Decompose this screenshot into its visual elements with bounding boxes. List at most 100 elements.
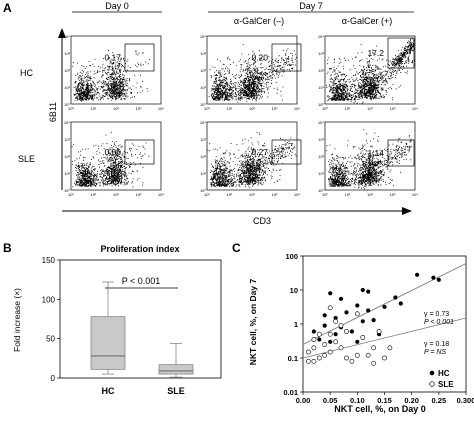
flow-y-tick: 10³: [200, 137, 206, 142]
y-tick-label: 1: [294, 320, 298, 329]
row-label-hc: HC: [20, 68, 33, 78]
point-hc: [328, 339, 333, 344]
nkt-gate: [124, 139, 155, 165]
flow-y-tick: 10¹: [64, 171, 70, 176]
flow-y-tick: 10³: [200, 51, 206, 56]
flow-events: [71, 131, 150, 188]
flow-y-tick: 10¹: [200, 85, 206, 90]
flow-x-tick: 10²: [249, 192, 255, 197]
flow-x-tick: 10²: [249, 106, 255, 111]
point-sle: [305, 358, 311, 364]
point-hc: [355, 339, 360, 344]
point-sle: [322, 352, 328, 358]
flow-x-tick: 10³: [390, 192, 396, 197]
flow-events: [326, 37, 416, 105]
x-tick-label: 0.15: [377, 396, 392, 405]
box-sle: [158, 342, 194, 378]
box-iqr: [158, 364, 194, 375]
flow-x-tick: 10¹: [91, 106, 97, 111]
hc-p: P < 0.001: [424, 319, 454, 326]
point-sle: [354, 311, 360, 317]
fit-line-hc: [302, 263, 467, 345]
flow-x-tick: 10⁴: [294, 106, 300, 111]
point-sle: [344, 329, 349, 334]
flow-x-tick: 10¹: [227, 106, 233, 111]
point-sle: [311, 337, 317, 342]
gate-percent: 0.06: [104, 147, 121, 157]
legend-hc-label: HC: [438, 369, 450, 378]
panel-a: A Day 0 Day 7 α-GalCer (–) α-GalCer (+) …: [3, 1, 418, 226]
point-hc: [366, 308, 371, 313]
flow-y-tick: 10¹: [64, 85, 70, 90]
flow-y-tick: 10⁴: [200, 120, 206, 125]
gate-percent: 0.20: [251, 53, 268, 63]
hc-gamma: γ = 0.73: [424, 311, 449, 318]
flow-events: [326, 129, 412, 190]
panel-b-title: Proliferation index: [100, 244, 179, 254]
flow-x-tick: 10¹: [91, 192, 97, 197]
flow-y-tick: 10⁰: [200, 102, 206, 107]
box-iqr: [90, 316, 126, 370]
flow-x-tick: 10⁰: [68, 106, 74, 111]
point-sle: [316, 355, 322, 361]
flow-x-tick: 10³: [136, 106, 142, 111]
flow-y-tick: 10⁴: [64, 120, 70, 125]
x-tick-label: 0.05: [323, 396, 338, 405]
flow-y-tick: 10⁴: [318, 120, 324, 125]
flow-y-tick: 10²: [318, 68, 324, 73]
panel-c-ticks: 0.00 0.05 0.10 0.15 0.20 0.25 0.300 0.01 0.1 1 10 1…: [283, 252, 474, 405]
flow-x-tick: 10²: [367, 106, 373, 111]
flow-x-tick: 10³: [272, 192, 278, 197]
point-sle: [338, 323, 344, 328]
point-sle: [371, 360, 376, 366]
day7-header: Day 7: [299, 1, 323, 11]
x-tick-label: 0.20: [404, 396, 419, 405]
flow-x-tick: 10⁴: [158, 106, 164, 111]
flow-x-tick: 10⁴: [158, 192, 164, 197]
point-sle: [305, 349, 311, 355]
panel-b-y-ticks: 0 50 100 150: [42, 256, 60, 383]
point-sle: [360, 335, 366, 340]
point-sle: [387, 345, 393, 351]
point-hc: [366, 289, 371, 294]
flow-events: [72, 50, 150, 102]
panel-a-label: A: [3, 1, 12, 15]
panel-b-boxes: [90, 281, 194, 378]
category-sle: SLE: [167, 386, 185, 396]
x-axis-arrowhead: [402, 207, 412, 215]
point-sle: [365, 352, 371, 358]
x-tick-label: 0.25: [432, 396, 447, 405]
panel-b-label: B: [3, 241, 12, 255]
gate-percent: 17.2: [367, 48, 384, 58]
x-axis-label-cd3: CD3: [253, 216, 271, 226]
flow-x-tick: 10⁰: [204, 192, 210, 197]
category-hc: HC: [102, 386, 115, 396]
flow-y-tick: 10⁰: [64, 188, 70, 193]
point-sle: [349, 358, 355, 364]
panel-c-label: C: [232, 241, 241, 255]
point-hc: [393, 295, 398, 300]
point-hc: [360, 287, 365, 293]
p-value-text: P < 0.001: [122, 276, 161, 286]
panel-c-ylabel: NKT cell, %, on Day 7: [248, 279, 258, 366]
flow-y-tick: 10²: [200, 154, 206, 159]
flow-x-tick: 10²: [367, 192, 373, 197]
flow-y-tick: 10⁴: [200, 34, 206, 39]
point-hc: [382, 304, 387, 309]
flow-y-tick: 10⁰: [200, 188, 206, 193]
nkt-gate: [271, 139, 302, 165]
point-hc: [398, 301, 403, 306]
point-sle: [327, 331, 333, 337]
flow-x-tick: 10⁴: [294, 192, 300, 197]
point-sle: [371, 345, 376, 351]
point-sle: [344, 355, 349, 361]
flow-x-tick: 10⁰: [322, 106, 328, 111]
flow-x-tick: 10²: [113, 106, 119, 111]
panel-c-points: [305, 272, 441, 366]
flow-y-tick: 10¹: [200, 171, 206, 176]
flow-x-tick: 10²: [113, 192, 119, 197]
